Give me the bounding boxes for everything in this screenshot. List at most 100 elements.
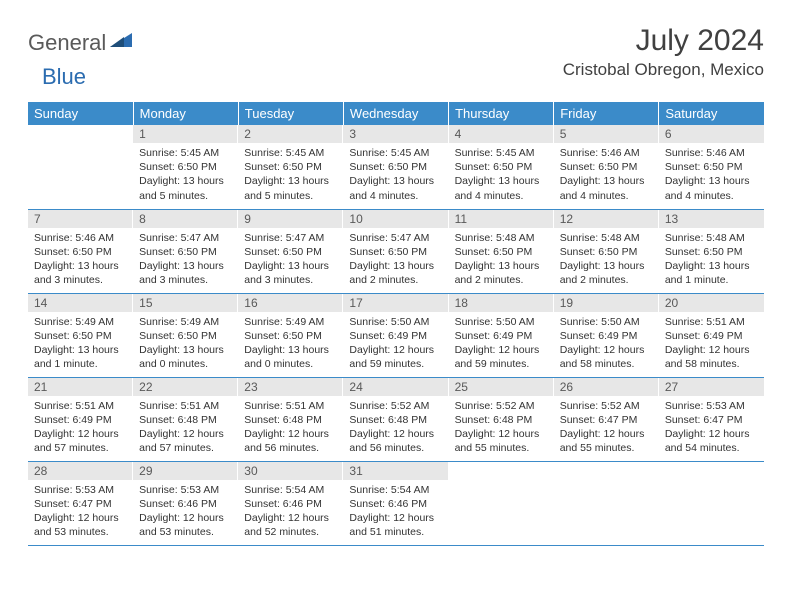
calendar-cell: 19Sunrise: 5:50 AMSunset: 6:49 PMDayligh… (554, 293, 659, 377)
location-text: Cristobal Obregon, Mexico (563, 60, 764, 80)
calendar-cell: 21Sunrise: 5:51 AMSunset: 6:49 PMDayligh… (28, 377, 133, 461)
sunset-text: Sunset: 6:48 PM (349, 413, 442, 427)
day-details: Sunrise: 5:53 AMSunset: 6:47 PMDaylight:… (659, 396, 764, 460)
daylight-text: Daylight: 12 hours and 58 minutes. (560, 343, 653, 371)
day-number: 29 (133, 462, 238, 480)
daylight-text: Daylight: 13 hours and 2 minutes. (349, 259, 442, 287)
calendar-cell: 28Sunrise: 5:53 AMSunset: 6:47 PMDayligh… (28, 461, 133, 545)
calendar-cell: 31Sunrise: 5:54 AMSunset: 6:46 PMDayligh… (343, 461, 448, 545)
calendar-cell (659, 461, 764, 545)
calendar-cell (449, 461, 554, 545)
sunrise-text: Sunrise: 5:46 AM (34, 231, 127, 245)
daylight-text: Daylight: 12 hours and 56 minutes. (349, 427, 442, 455)
daylight-text: Daylight: 13 hours and 2 minutes. (560, 259, 653, 287)
sunset-text: Sunset: 6:50 PM (139, 160, 232, 174)
sunset-text: Sunset: 6:50 PM (139, 245, 232, 259)
sunset-text: Sunset: 6:50 PM (34, 329, 127, 343)
sunset-text: Sunset: 6:50 PM (349, 245, 442, 259)
day-number: 16 (238, 294, 343, 312)
day-details: Sunrise: 5:51 AMSunset: 6:48 PMDaylight:… (133, 396, 238, 460)
calendar-cell: 24Sunrise: 5:52 AMSunset: 6:48 PMDayligh… (343, 377, 448, 461)
calendar-table: SundayMondayTuesdayWednesdayThursdayFrid… (28, 102, 764, 546)
sunrise-text: Sunrise: 5:53 AM (665, 399, 758, 413)
sunset-text: Sunset: 6:49 PM (455, 329, 548, 343)
day-header: Sunday (28, 102, 133, 125)
day-header: Thursday (449, 102, 554, 125)
day-details: Sunrise: 5:48 AMSunset: 6:50 PMDaylight:… (554, 228, 659, 292)
daylight-text: Daylight: 13 hours and 3 minutes. (139, 259, 232, 287)
day-details: Sunrise: 5:52 AMSunset: 6:48 PMDaylight:… (449, 396, 554, 460)
sunset-text: Sunset: 6:47 PM (560, 413, 653, 427)
day-number (28, 125, 133, 143)
day-number: 3 (343, 125, 448, 143)
daylight-text: Daylight: 12 hours and 56 minutes. (244, 427, 337, 455)
daylight-text: Daylight: 12 hours and 59 minutes. (349, 343, 442, 371)
day-number: 19 (554, 294, 659, 312)
sunrise-text: Sunrise: 5:50 AM (560, 315, 653, 329)
sunset-text: Sunset: 6:50 PM (244, 245, 337, 259)
daylight-text: Daylight: 12 hours and 53 minutes. (34, 511, 127, 539)
day-number: 5 (554, 125, 659, 143)
sunrise-text: Sunrise: 5:46 AM (665, 146, 758, 160)
day-details: Sunrise: 5:51 AMSunset: 6:49 PMDaylight:… (659, 312, 764, 376)
sunrise-text: Sunrise: 5:46 AM (560, 146, 653, 160)
calendar-cell: 6Sunrise: 5:46 AMSunset: 6:50 PMDaylight… (659, 125, 764, 209)
sunset-text: Sunset: 6:50 PM (244, 160, 337, 174)
daylight-text: Daylight: 13 hours and 1 minute. (665, 259, 758, 287)
daylight-text: Daylight: 13 hours and 3 minutes. (244, 259, 337, 287)
calendar-head: SundayMondayTuesdayWednesdayThursdayFrid… (28, 102, 764, 125)
day-details: Sunrise: 5:53 AMSunset: 6:46 PMDaylight:… (133, 480, 238, 544)
daylight-text: Daylight: 12 hours and 58 minutes. (665, 343, 758, 371)
daylight-text: Daylight: 12 hours and 59 minutes. (455, 343, 548, 371)
sunset-text: Sunset: 6:50 PM (244, 329, 337, 343)
daylight-text: Daylight: 13 hours and 3 minutes. (34, 259, 127, 287)
day-number: 4 (449, 125, 554, 143)
calendar-row: 1Sunrise: 5:45 AMSunset: 6:50 PMDaylight… (28, 125, 764, 209)
daylight-text: Daylight: 12 hours and 57 minutes. (139, 427, 232, 455)
sunrise-text: Sunrise: 5:45 AM (455, 146, 548, 160)
calendar-cell: 14Sunrise: 5:49 AMSunset: 6:50 PMDayligh… (28, 293, 133, 377)
month-title: July 2024 (563, 24, 764, 58)
day-header: Saturday (659, 102, 764, 125)
day-number (449, 462, 554, 480)
calendar-cell: 30Sunrise: 5:54 AMSunset: 6:46 PMDayligh… (238, 461, 343, 545)
sunrise-text: Sunrise: 5:47 AM (139, 231, 232, 245)
daylight-text: Daylight: 12 hours and 55 minutes. (560, 427, 653, 455)
sunset-text: Sunset: 6:47 PM (34, 497, 127, 511)
calendar-cell: 27Sunrise: 5:53 AMSunset: 6:47 PMDayligh… (659, 377, 764, 461)
day-details: Sunrise: 5:52 AMSunset: 6:47 PMDaylight:… (554, 396, 659, 460)
sunset-text: Sunset: 6:49 PM (560, 329, 653, 343)
day-details: Sunrise: 5:49 AMSunset: 6:50 PMDaylight:… (28, 312, 133, 376)
brand-logo: General (28, 30, 134, 56)
sunrise-text: Sunrise: 5:49 AM (139, 315, 232, 329)
day-number: 23 (238, 378, 343, 396)
daylight-text: Daylight: 12 hours and 52 minutes. (244, 511, 337, 539)
sunrise-text: Sunrise: 5:48 AM (455, 231, 548, 245)
day-number: 26 (554, 378, 659, 396)
sunrise-text: Sunrise: 5:49 AM (34, 315, 127, 329)
brand-part2: Blue (42, 64, 86, 90)
sunset-text: Sunset: 6:50 PM (560, 160, 653, 174)
day-number: 20 (659, 294, 764, 312)
day-header: Wednesday (343, 102, 448, 125)
calendar-row: 14Sunrise: 5:49 AMSunset: 6:50 PMDayligh… (28, 293, 764, 377)
day-details: Sunrise: 5:50 AMSunset: 6:49 PMDaylight:… (554, 312, 659, 376)
calendar-cell (28, 125, 133, 209)
day-header: Monday (133, 102, 238, 125)
day-header: Friday (554, 102, 659, 125)
sunset-text: Sunset: 6:46 PM (244, 497, 337, 511)
day-details: Sunrise: 5:46 AMSunset: 6:50 PMDaylight:… (28, 228, 133, 292)
sunset-text: Sunset: 6:50 PM (560, 245, 653, 259)
sunrise-text: Sunrise: 5:54 AM (244, 483, 337, 497)
brand-part1: General (28, 30, 106, 56)
calendar-row: 7Sunrise: 5:46 AMSunset: 6:50 PMDaylight… (28, 209, 764, 293)
day-number: 21 (28, 378, 133, 396)
sunrise-text: Sunrise: 5:45 AM (349, 146, 442, 160)
day-number: 22 (133, 378, 238, 396)
calendar-cell: 11Sunrise: 5:48 AMSunset: 6:50 PMDayligh… (449, 209, 554, 293)
sunrise-text: Sunrise: 5:45 AM (139, 146, 232, 160)
calendar-cell: 18Sunrise: 5:50 AMSunset: 6:49 PMDayligh… (449, 293, 554, 377)
sunrise-text: Sunrise: 5:51 AM (34, 399, 127, 413)
calendar-cell: 10Sunrise: 5:47 AMSunset: 6:50 PMDayligh… (343, 209, 448, 293)
day-number: 1 (133, 125, 238, 143)
